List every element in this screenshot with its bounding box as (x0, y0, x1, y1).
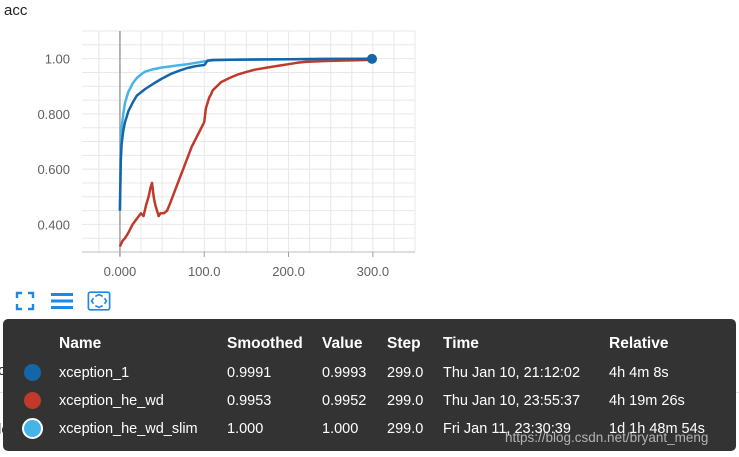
col-header-smoothed: Smoothed (227, 335, 303, 352)
smoothed-value: 1.000 (227, 421, 264, 437)
raw-value: 0.9952 (322, 393, 367, 409)
fit-domain-icon[interactable] (87, 290, 111, 312)
step-value: 299.0 (387, 365, 424, 381)
smoothed-value: 0.9991 (227, 365, 272, 381)
x-tick-label: 200.0 (272, 264, 305, 279)
y-tick-label: 0.400 (37, 217, 70, 232)
step-value: 299.0 (387, 421, 424, 437)
chart-toolbar (13, 290, 111, 312)
col-header-time: Time (443, 335, 479, 352)
col-header-relative: Relative (609, 335, 669, 352)
time-value: Fri Jan 11, 23:30:39 (443, 421, 571, 437)
relative-value: 4h 19m 26s (609, 393, 685, 409)
y-tick-label: 0.600 (37, 162, 70, 177)
smoothed-value: 0.9953 (227, 393, 272, 409)
time-value: Thu Jan 10, 23:55:37 (443, 393, 581, 409)
time-value: Thu Jan 10, 21:12:02 (443, 365, 581, 381)
step-value: 299.0 (387, 393, 424, 409)
series-color-dot (22, 390, 43, 411)
col-header-value: Value (322, 335, 363, 352)
series-name: xception_he_wd (59, 393, 164, 409)
col-header-name: Name (59, 335, 102, 352)
raw-value: 1.000 (322, 421, 359, 437)
raw-value: 0.9993 (322, 365, 367, 381)
relative-value: 1d 1h 48m 54s (609, 421, 705, 437)
fullscreen-icon[interactable] (13, 290, 37, 312)
series-line-xception_he_wd (118, 58, 373, 248)
series-tooltip: Name Smoothed Value Step Time Relative x… (3, 319, 736, 451)
watermark: https://blog.csdn.net/bryant_meng (505, 430, 709, 445)
y-tick-label: 1.00 (45, 52, 70, 67)
series-name: xception_1 (59, 365, 130, 381)
relative-value: 4h 4m 8s (609, 365, 669, 381)
chart-plot[interactable]: 0.000 100.0 200.0 300.0 0.400 0.600 0.800 1.00 (0, 0, 739, 300)
x-tick-label: 300.0 (357, 264, 390, 279)
col-header-step: Step (387, 335, 421, 352)
x-tick-label: 0.000 (104, 264, 137, 279)
series-color-dot (22, 418, 43, 439)
series-name: xception_he_wd_slim (59, 421, 198, 437)
endpoint-marker (367, 53, 378, 64)
x-tick-label: 100.0 (188, 264, 221, 279)
series-color-dot (22, 362, 43, 383)
y-tick-label: 0.800 (37, 107, 70, 122)
chart-title: acc (4, 2, 28, 19)
series-line-xception_1 (118, 57, 372, 211)
toggle-log-scale-icon[interactable] (50, 290, 74, 312)
